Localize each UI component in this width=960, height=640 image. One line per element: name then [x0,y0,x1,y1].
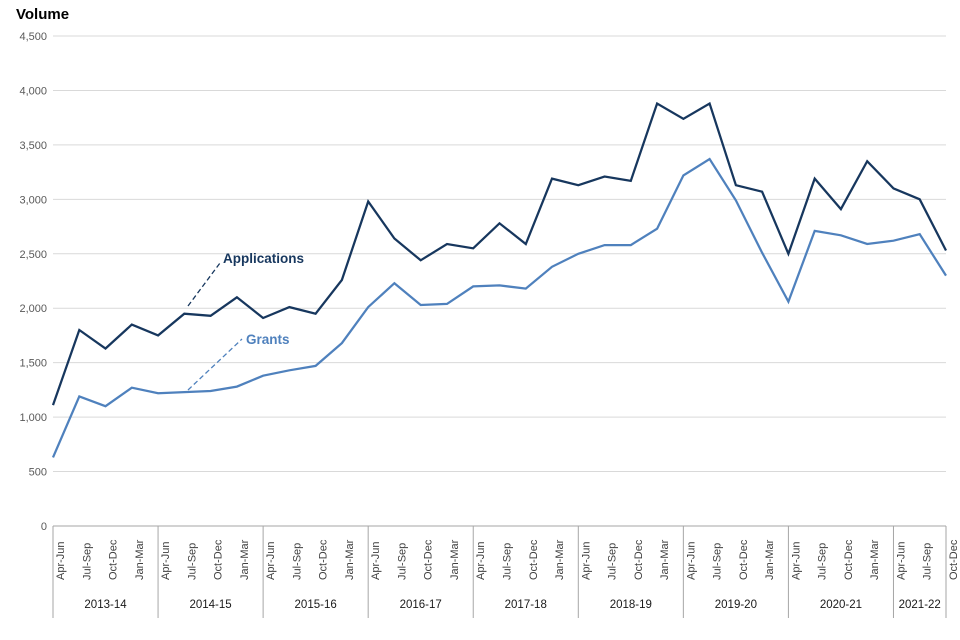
x-quarter-label: Jan-Mar [134,539,146,580]
x-quarter-label: Jan-Mar [239,539,251,580]
y-tick-label: 1,500 [19,358,47,370]
x-quarter-label: Jul-Sep [712,543,724,580]
x-quarter-label: Apr-Jun [685,541,697,580]
y-tick-label: 0 [41,521,47,533]
x-quarter-label: Oct-Dec [843,539,855,580]
y-tick-label: 4,000 [19,85,47,97]
applications-leader-line [187,262,221,307]
x-quarter-label: Jan-Mar [869,539,881,580]
x-quarter-label: Oct-Dec [738,539,750,580]
x-quarter-label: Jul-Sep [922,543,934,580]
y-tick-label: 2,500 [19,249,47,261]
x-quarter-label: Jul-Sep [502,543,514,580]
y-tick-label: 500 [29,467,47,479]
grants-line [51,157,947,458]
y-tick-label: 1,000 [19,412,47,424]
x-quarter-label: Apr-Jun [160,541,172,580]
x-quarter-label: Jan-Mar [554,539,566,580]
grants-leader-line [187,338,243,391]
x-quarter-label: Apr-Jun [55,541,67,580]
x-quarter-label: Jul-Sep [607,543,619,580]
year-label: 2018-19 [610,599,652,611]
x-quarter-label: Jul-Sep [817,543,829,580]
applications-series-label: Applications [223,251,304,266]
year-label: 2017-18 [505,599,547,611]
year-label: 2013-14 [84,599,127,611]
x-quarter-label: Apr-Jun [265,541,277,580]
x-quarter-label: Apr-Jun [475,541,487,580]
year-label: 2021-22 [899,599,941,611]
x-quarter-label: Oct-Dec [948,539,960,580]
x-quarter-label: Apr-Jun [895,541,907,580]
year-label: 2020-21 [820,599,862,611]
x-quarter-label: Apr-Jun [370,541,382,580]
x-quarter-label: Apr-Jun [580,541,592,580]
y-tick-label: 2,000 [19,303,47,315]
x-quarter-label: Jan-Mar [659,539,671,580]
x-quarter-label: Oct-Dec [423,539,435,580]
year-label: 2019-20 [715,599,757,611]
x-quarter-label: Oct-Dec [318,539,330,580]
x-quarter-label: Oct-Dec [108,539,120,580]
x-quarter-label: Jul-Sep [81,543,93,580]
year-label: 2015-16 [295,599,337,611]
y-tick-label: 4,500 [19,31,47,43]
y-tick-label: 3,500 [19,140,47,152]
x-quarter-label: Jul-Sep [186,543,198,580]
x-quarter-label: Oct-Dec [633,539,645,580]
x-quarter-label: Jan-Mar [764,539,776,580]
applications-line [51,101,948,406]
x-quarter-label: Jul-Sep [291,543,303,580]
year-label: 2014-15 [189,599,231,611]
y-tick-label: 3,000 [19,194,47,206]
x-quarter-label: Oct-Dec [213,539,225,580]
x-quarter-label: Jul-Sep [396,543,408,580]
x-quarter-label: Oct-Dec [528,539,540,580]
chart-title: Volume [16,6,70,23]
x-quarter-label: Jan-Mar [344,539,356,580]
x-quarter-label: Apr-Jun [790,541,802,580]
x-quarter-label: Jan-Mar [449,539,461,580]
year-label: 2016-17 [400,599,442,611]
grants-series-label: Grants [246,332,290,347]
